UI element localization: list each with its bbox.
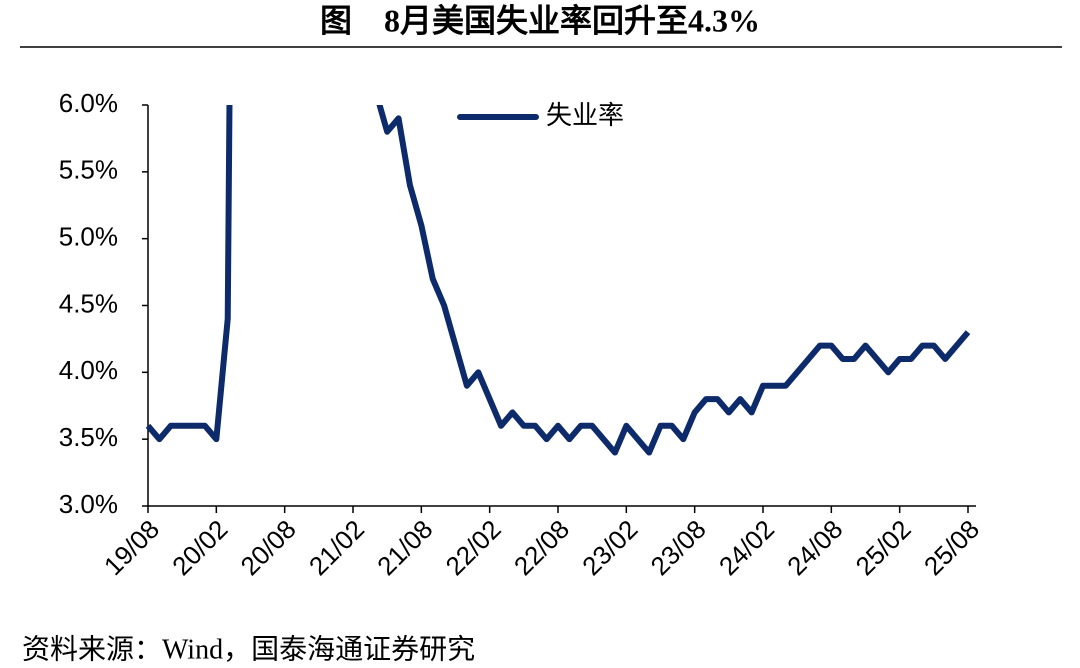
y-tick-label: 3.5% — [59, 422, 118, 452]
y-tick-label: 4.0% — [59, 355, 118, 385]
x-tick-label: 25/08 — [918, 514, 985, 581]
legend-label: 失业率 — [546, 100, 624, 130]
x-tick-label: 21/08 — [371, 514, 438, 581]
y-tick-label: 3.0% — [59, 489, 118, 519]
y-tick-label: 6.0% — [59, 88, 118, 118]
x-tick-label: 20/02 — [166, 514, 233, 581]
x-tick-label: 21/02 — [303, 514, 370, 581]
x-tick-label: 19/08 — [98, 514, 165, 581]
x-tick-label: 24/08 — [781, 514, 848, 581]
chart-title: 图 8月美国失业率回升至4.3% — [320, 2, 760, 38]
x-tick-label: 24/02 — [713, 514, 780, 581]
x-tick-label: 23/08 — [645, 514, 712, 581]
y-tick-label: 5.0% — [59, 222, 118, 252]
y-tick-label: 4.5% — [59, 288, 118, 318]
source-note: 资料来源：Wind，国泰海通证券研究 — [22, 633, 475, 665]
x-tick-label: 25/02 — [850, 514, 917, 581]
series-line — [145, 105, 971, 456]
x-tick-label: 20/08 — [235, 514, 302, 581]
y-tick-label: 5.5% — [59, 155, 118, 185]
x-tick-label: 23/02 — [576, 514, 643, 581]
x-tick-label: 22/02 — [440, 514, 507, 581]
x-tick-label: 22/08 — [508, 514, 575, 581]
